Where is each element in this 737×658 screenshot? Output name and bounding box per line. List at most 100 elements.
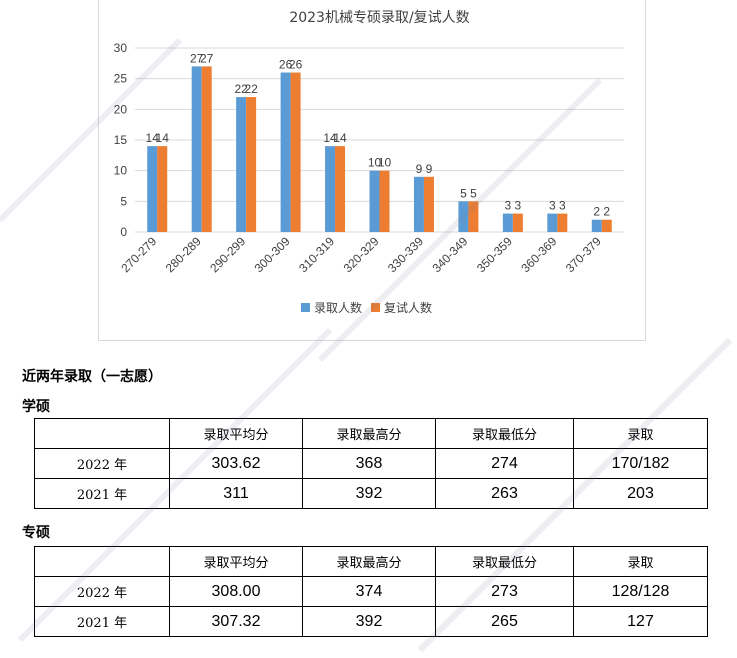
admit-cell: 127 bbox=[573, 606, 708, 637]
data-label: 3 bbox=[505, 199, 512, 213]
year-cell: 2021 年 bbox=[34, 606, 170, 637]
table-row: 2021 年 307.32 392 265 127 bbox=[34, 606, 708, 637]
header-cell: 录取平均分 bbox=[169, 418, 303, 449]
chart-panel: 2023机械专硕录取/复试人数 0 5 10 15 20 25 30 14 14 270-279 27… bbox=[98, 0, 646, 341]
admit-cell: 203 bbox=[573, 478, 708, 509]
header-cell: 录取最高分 bbox=[302, 418, 436, 449]
header-cell: 录取最高分 bbox=[302, 546, 436, 577]
x-tick-label: 350-359 bbox=[474, 234, 515, 275]
header-cell: 录取 bbox=[573, 546, 708, 577]
data-label: 3 bbox=[515, 199, 522, 213]
avg-cell: 303.62 bbox=[169, 448, 303, 479]
academic-table: 录取平均分 录取最高分 录取最低分 录取 2022 年 303.62 368 2… bbox=[34, 418, 708, 509]
data-label: 10 bbox=[368, 156, 382, 170]
table-header-row: 录取平均分 录取最高分 录取最低分 录取 bbox=[34, 546, 708, 577]
data-label: 27 bbox=[190, 51, 204, 65]
legend-swatch bbox=[371, 303, 380, 312]
professional-section-title: 专硕 bbox=[22, 525, 50, 541]
y-tick-label: 5 bbox=[120, 194, 127, 208]
y-tick-label: 25 bbox=[114, 72, 128, 86]
x-tick-label: 280-289 bbox=[163, 234, 204, 275]
y-tick-label: 10 bbox=[114, 164, 128, 178]
bar-admitted bbox=[236, 97, 247, 232]
legend-label: 录取人数 bbox=[314, 300, 362, 315]
table-row: 2022 年 303.62 368 274 170/182 bbox=[34, 448, 708, 479]
x-tick-label: 340-349 bbox=[429, 234, 470, 275]
bar-interview bbox=[246, 97, 257, 232]
data-label: 14 bbox=[156, 131, 170, 145]
max-cell: 368 bbox=[302, 448, 436, 479]
x-tick-label: 320-329 bbox=[341, 234, 382, 275]
max-cell: 392 bbox=[302, 606, 436, 637]
data-label: 22 bbox=[234, 82, 248, 96]
max-cell: 392 bbox=[302, 478, 436, 509]
page-heading: 近两年录取（一志愿） bbox=[22, 369, 162, 385]
bar-admitted bbox=[147, 146, 158, 232]
bar-interview bbox=[290, 72, 301, 233]
bar-interview bbox=[379, 170, 390, 232]
table-header-row: 录取平均分 录取最高分 录取最低分 录取 bbox=[34, 418, 708, 449]
min-cell: 263 bbox=[435, 478, 574, 509]
header-cell: 录取 bbox=[573, 418, 708, 449]
y-tick-label: 30 bbox=[114, 41, 128, 55]
data-label: 2 bbox=[593, 205, 600, 219]
data-label: 3 bbox=[549, 199, 556, 213]
bar-interview bbox=[557, 213, 568, 232]
y-tick-label: 15 bbox=[114, 133, 128, 147]
chart-title: 2023机械专硕录取/复试人数 bbox=[289, 9, 469, 26]
header-cell bbox=[34, 418, 170, 449]
bar-interview bbox=[423, 176, 434, 232]
bar-interview bbox=[512, 213, 523, 232]
x-tick-label: 290-299 bbox=[207, 234, 248, 275]
header-cell: 录取最低分 bbox=[435, 418, 574, 449]
max-cell: 374 bbox=[302, 576, 436, 607]
data-label: 9 bbox=[426, 162, 433, 176]
bar-admitted bbox=[591, 219, 602, 232]
x-tick-label: 370-379 bbox=[563, 234, 604, 275]
x-tick-label: 360-369 bbox=[518, 234, 559, 275]
data-label: 14 bbox=[146, 131, 160, 145]
x-tick-label: 310-319 bbox=[296, 234, 337, 275]
year-cell: 2022 年 bbox=[34, 448, 170, 479]
bar-interview bbox=[335, 146, 346, 232]
y-tick-label: 20 bbox=[114, 102, 128, 116]
bar-admitted bbox=[413, 176, 424, 232]
data-label: 2 bbox=[603, 205, 610, 219]
data-label: 3 bbox=[559, 199, 566, 213]
avg-cell: 308.00 bbox=[169, 576, 303, 607]
bar-admitted bbox=[502, 213, 513, 232]
data-label: 10 bbox=[378, 156, 392, 170]
bar-admitted bbox=[369, 170, 380, 232]
avg-cell: 311 bbox=[169, 478, 303, 509]
bar-interview bbox=[468, 201, 479, 232]
bar-chart: 2023机械专硕录取/复试人数0510152025301414270-27927… bbox=[114, 9, 624, 315]
data-label: 5 bbox=[460, 186, 467, 200]
data-label: 26 bbox=[289, 58, 303, 72]
bar-admitted bbox=[191, 66, 202, 233]
legend-label: 复试人数 bbox=[384, 300, 432, 315]
data-label: 5 bbox=[470, 186, 477, 200]
admit-cell: 170/182 bbox=[573, 448, 708, 479]
x-tick-label: 300-309 bbox=[252, 234, 293, 275]
professional-table: 录取平均分 录取最高分 录取最低分 录取 2022 年 308.00 374 2… bbox=[34, 546, 708, 637]
data-label: 26 bbox=[279, 58, 293, 72]
bar-interview bbox=[201, 66, 212, 233]
data-label: 14 bbox=[323, 131, 337, 145]
x-tick-label: 330-339 bbox=[385, 234, 426, 275]
x-tick-label: 270-279 bbox=[118, 234, 159, 275]
min-cell: 274 bbox=[435, 448, 574, 479]
bar-admitted bbox=[458, 201, 469, 232]
header-cell: 录取平均分 bbox=[169, 546, 303, 577]
table-row: 2021 年 311 392 263 203 bbox=[34, 478, 708, 509]
min-cell: 265 bbox=[435, 606, 574, 637]
data-label: 14 bbox=[333, 131, 347, 145]
bar-admitted bbox=[280, 72, 291, 233]
table-row: 2022 年 308.00 374 273 128/128 bbox=[34, 576, 708, 607]
avg-cell: 307.32 bbox=[169, 606, 303, 637]
data-label: 22 bbox=[244, 82, 258, 96]
min-cell: 273 bbox=[435, 576, 574, 607]
year-cell: 2022 年 bbox=[34, 576, 170, 607]
bar-admitted bbox=[325, 146, 336, 232]
header-cell bbox=[34, 546, 170, 577]
academic-section-title: 学硕 bbox=[22, 399, 50, 415]
